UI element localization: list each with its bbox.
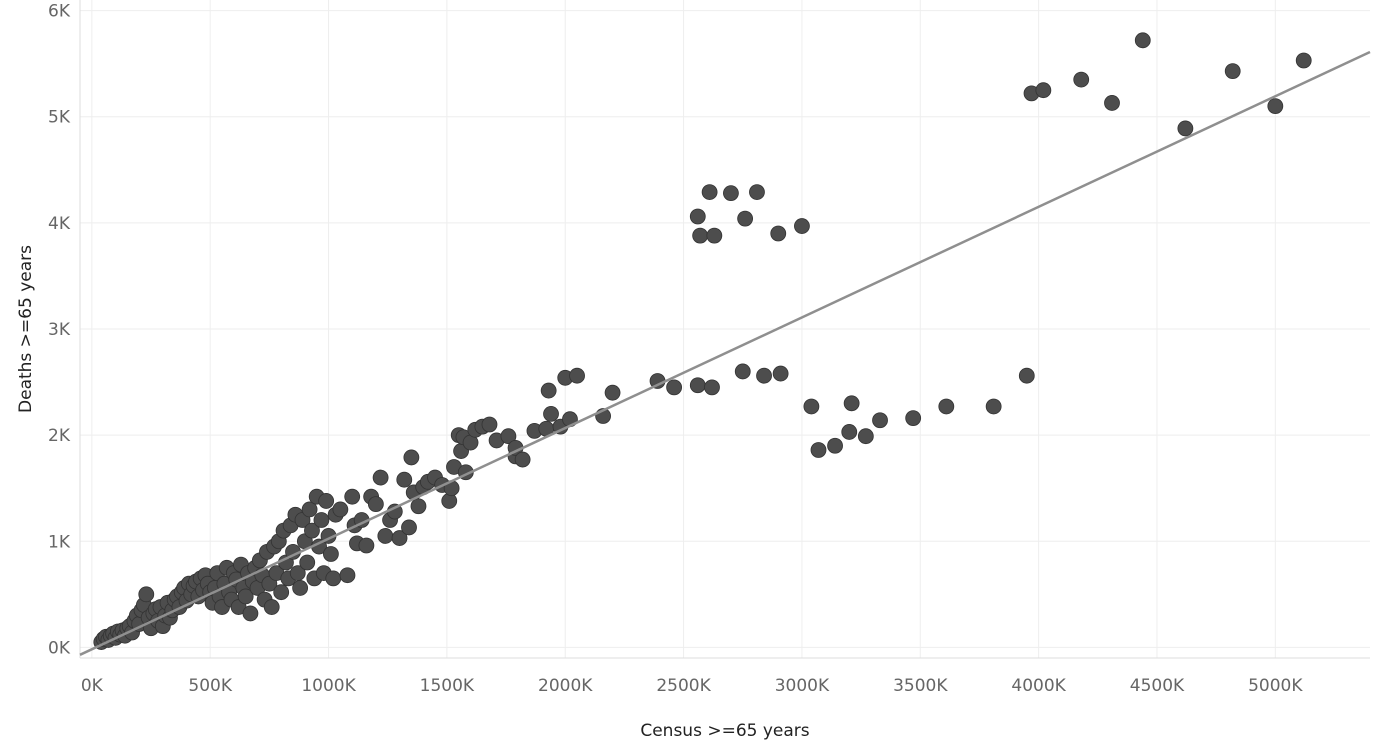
data-point <box>794 218 810 234</box>
data-point <box>138 586 155 603</box>
y-gridlines <box>80 10 1370 648</box>
data-point <box>263 599 280 615</box>
data-point <box>237 588 254 605</box>
data-point <box>344 488 361 505</box>
y-tick-label: 1K <box>48 532 71 552</box>
data-point <box>706 227 723 244</box>
x-tick-label: 0K <box>81 676 104 696</box>
data-point <box>872 412 888 429</box>
data-point <box>1224 63 1241 80</box>
data-point <box>1018 367 1035 384</box>
data-point <box>985 398 1002 415</box>
x-tick-label: 3500K <box>893 676 948 696</box>
x-tick-label: 3000K <box>775 676 830 696</box>
data-point <box>737 210 754 227</box>
y-tick-label: 5K <box>48 108 71 128</box>
data-point <box>1134 32 1151 49</box>
x-tick-label: 1000K <box>301 676 356 696</box>
data-point <box>1267 98 1284 115</box>
data-point <box>756 367 772 384</box>
data-point <box>358 537 375 554</box>
data-point <box>689 377 706 394</box>
data-point <box>701 184 718 200</box>
x-tick-label: 2500K <box>656 676 711 696</box>
data-point <box>1295 52 1312 69</box>
data-points <box>93 32 1312 650</box>
data-point <box>410 498 427 515</box>
y-tick-label: 0K <box>48 638 71 658</box>
data-point <box>367 496 384 513</box>
data-point <box>401 519 417 536</box>
data-point <box>292 580 309 596</box>
data-point <box>500 428 517 445</box>
trend-line <box>79 50 1371 656</box>
data-point <box>905 410 922 427</box>
data-point <box>810 442 827 458</box>
data-point <box>403 449 420 466</box>
data-point <box>734 363 751 380</box>
data-point <box>938 398 955 415</box>
data-point <box>325 570 342 587</box>
data-point <box>322 546 339 562</box>
y-axis-title: Deaths >=65 years <box>16 245 36 413</box>
data-point <box>543 406 559 422</box>
data-point <box>1035 82 1052 99</box>
data-point <box>604 384 621 401</box>
data-point <box>540 382 557 399</box>
data-point <box>514 451 531 468</box>
data-point <box>332 501 349 518</box>
data-point <box>827 437 843 454</box>
y-tick-label: 4K <box>48 214 71 234</box>
data-point <box>1177 120 1194 137</box>
x-tick-labels: 0K 500K 1000K 1500K 2000K 2500K 3000K 3500K 4000… <box>81 676 1304 696</box>
y-tick-label: 3K <box>48 320 71 340</box>
data-point <box>1073 71 1090 88</box>
data-point <box>377 528 394 544</box>
data-point <box>481 416 498 433</box>
x-tick-label: 1500K <box>420 676 475 696</box>
data-point <box>391 530 408 546</box>
x-axis-title: Census >=65 years <box>640 721 809 741</box>
data-point <box>692 227 709 244</box>
x-tick-label: 2000K <box>538 676 593 696</box>
data-point <box>304 522 320 539</box>
data-point <box>843 395 860 412</box>
x-tick-label: 5000K <box>1248 676 1303 696</box>
data-point <box>299 554 316 571</box>
data-point <box>318 493 335 509</box>
y-tick-label: 6K <box>48 2 71 22</box>
data-point <box>339 567 356 584</box>
data-point <box>770 225 787 242</box>
data-point <box>689 208 706 225</box>
data-point <box>841 424 858 440</box>
data-point <box>313 512 330 528</box>
data-point <box>273 584 290 601</box>
y-tick-labels: 0K 1K 2K 3K 4K 5K 6K <box>48 2 71 659</box>
data-point <box>666 379 683 396</box>
data-point <box>569 367 585 384</box>
data-point <box>723 185 739 202</box>
x-tick-label: 4000K <box>1011 676 1066 696</box>
data-point <box>372 469 389 486</box>
data-point <box>772 365 789 382</box>
data-point <box>1104 95 1120 111</box>
data-point <box>857 428 874 445</box>
data-point <box>242 605 259 622</box>
data-point <box>396 471 413 488</box>
data-point <box>704 379 720 396</box>
data-point <box>749 184 765 200</box>
y-tick-label: 2K <box>48 426 71 446</box>
data-point <box>301 501 318 518</box>
data-point <box>803 398 820 415</box>
x-tick-label: 4500K <box>1130 676 1185 696</box>
x-tick-label: 500K <box>188 676 232 696</box>
